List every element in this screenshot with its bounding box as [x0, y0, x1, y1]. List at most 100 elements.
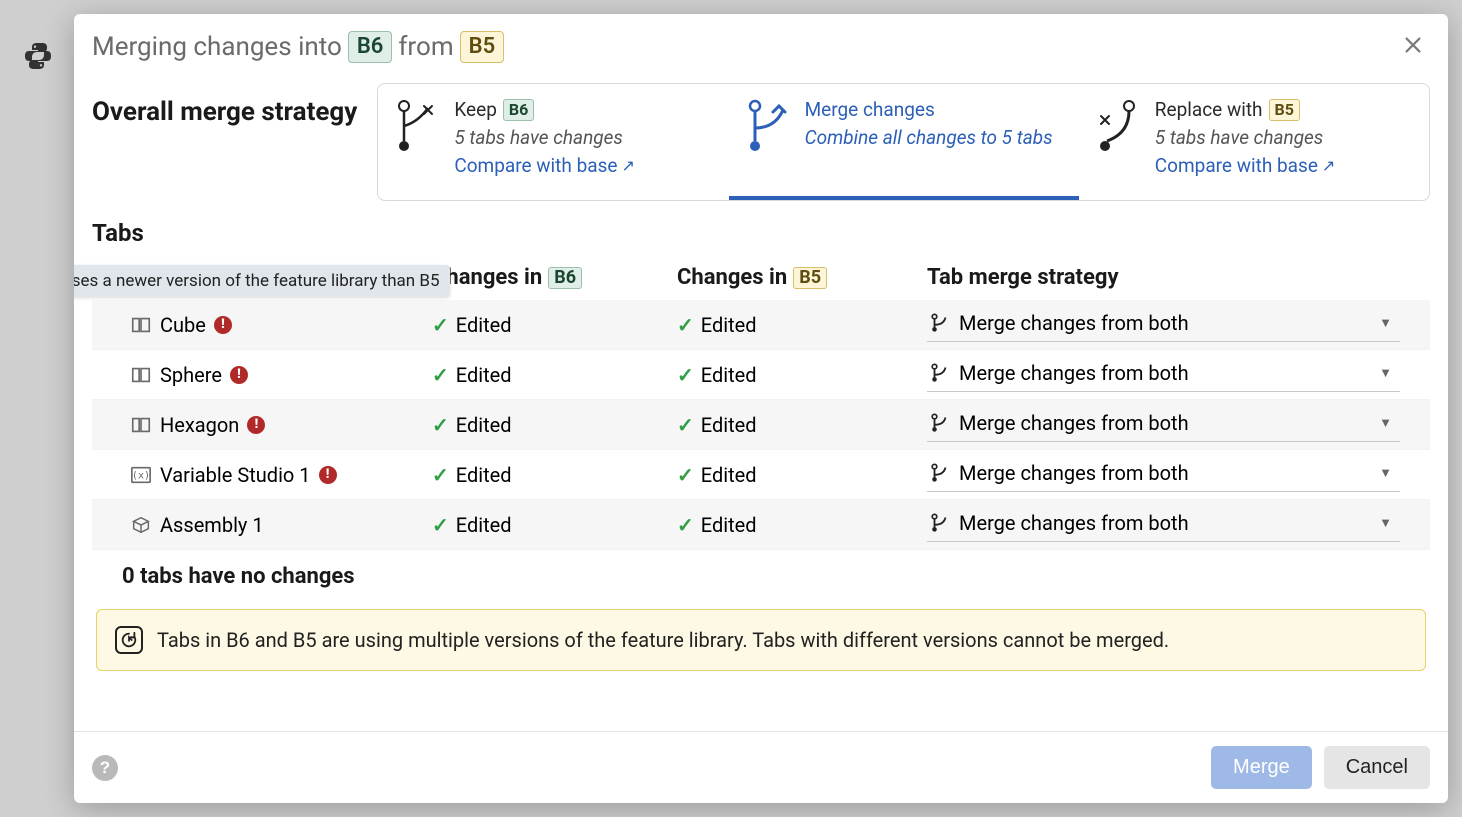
check-icon: ✓ — [432, 463, 449, 487]
tab-name: Variable Studio 1 — [160, 463, 311, 487]
check-icon: ✓ — [677, 463, 694, 487]
strategy-keep-badge: B6 — [503, 99, 534, 121]
check-icon: ✓ — [432, 313, 449, 337]
part-icon — [130, 364, 152, 386]
strategy-replace-subtitle: 5 tabs have changes — [1155, 126, 1336, 149]
change-status: Edited — [456, 363, 512, 387]
close-button[interactable] — [1396, 28, 1430, 65]
tab-strategy-select[interactable]: Merge changes from both ▼ — [927, 457, 1400, 492]
th-changes-b6: Changes in B6 — [432, 265, 677, 290]
changes-b6-cell: ✓ Edited — [432, 313, 677, 337]
help-button[interactable]: ? — [92, 755, 118, 781]
tab-name-cell: (x) Variable Studio 1 ! — [122, 463, 432, 487]
change-status: Edited — [701, 513, 757, 537]
tab-name-cell: Hexagon ! — [122, 413, 432, 437]
check-icon: ✓ — [432, 413, 449, 437]
tab-strategy-label: Merge changes from both — [959, 411, 1189, 435]
changes-b6-cell: ✓ Edited — [432, 513, 677, 537]
th-strategy: Tab merge strategy — [927, 265, 1400, 290]
tab-strategy-select[interactable]: Merge changes from both ▼ — [927, 507, 1400, 542]
overall-strategy-selector: Keep B6 5 tabs have changes Compare with… — [377, 83, 1430, 201]
tab-name: Sphere — [160, 363, 222, 387]
strategy-keep-subtitle: 5 tabs have changes — [454, 126, 635, 149]
strategy-replace-title: Replace with — [1155, 98, 1263, 121]
warning-icon: ! — [247, 416, 265, 434]
strategy-merge-subtitle: Combine all changes to 5 tabs — [805, 126, 1053, 149]
replace-icon — [1095, 98, 1141, 154]
tab-strategy-select[interactable]: Merge changes from both ▼ — [927, 307, 1400, 342]
part-icon — [130, 314, 152, 336]
tab-name: Cube — [160, 313, 206, 337]
changes-b5-cell: ✓ Edited — [677, 513, 927, 537]
change-status: Edited — [456, 513, 512, 537]
chevron-down-icon: ▼ — [1379, 365, 1392, 381]
compare-link-text: Compare with base — [1155, 154, 1318, 177]
changes-b5-cell: ✓ Edited — [677, 413, 927, 437]
tab-name-cell: Assembly 1 — [122, 513, 432, 537]
changes-b6-cell: ✓ Edited — [432, 463, 677, 487]
change-status: Edited — [456, 313, 512, 337]
tab-strategy-select[interactable]: Merge changes from both ▼ — [927, 407, 1400, 442]
tab-strategy-select[interactable]: Merge changes from both ▼ — [927, 357, 1400, 392]
svg-text:(x): (x) — [132, 470, 150, 481]
merge-branch-icon — [929, 412, 951, 434]
title-text-mid: from — [398, 32, 453, 62]
merge-branch-icon — [929, 462, 951, 484]
change-status: Edited — [456, 463, 512, 487]
strategy-merge-option[interactable]: Merge changes Combine all changes to 5 t… — [729, 84, 1079, 200]
version-warning-banner: Tabs in B6 and B5 are using multiple ver… — [96, 609, 1426, 671]
changes-b5-cell: ✓ Edited — [677, 363, 927, 387]
change-status: Edited — [701, 413, 757, 437]
compare-link-text: Compare with base — [454, 154, 617, 177]
strategy-merge-title: Merge changes — [805, 98, 935, 121]
help-icon: ? — [100, 758, 110, 778]
strategy-replace-option[interactable]: Replace with B5 5 tabs have changes Comp… — [1079, 84, 1429, 200]
changes-b6-cell: ✓ Edited — [432, 413, 677, 437]
update-icon — [115, 626, 143, 654]
chevron-down-icon: ▼ — [1379, 415, 1392, 431]
python-icon — [22, 40, 54, 72]
check-icon: ✓ — [432, 363, 449, 387]
strategy-replace-compare-link[interactable]: Compare with base ↗ — [1155, 154, 1336, 177]
merge-branch-icon — [929, 512, 951, 534]
strategy-keep-option[interactable]: Keep B6 5 tabs have changes Compare with… — [378, 84, 728, 200]
changes-b6-cell: ✓ Edited — [432, 363, 677, 387]
assembly-icon — [130, 514, 152, 536]
tab-strategy-label: Merge changes from both — [959, 461, 1189, 485]
banner-text: Tabs in B6 and B5 are using multiple ver… — [157, 628, 1169, 652]
strategy-section-label: Overall merge strategy — [92, 83, 357, 127]
changes-b5-cell: ✓ Edited — [677, 463, 927, 487]
tab-name: Hexagon — [160, 413, 239, 437]
version-tooltip: B6 uses a newer version of the feature l… — [74, 265, 450, 297]
no-changes-summary: 0 tabs have no changes — [92, 550, 1430, 593]
merge-dialog: Merging changes into B6 from B5 Overall … — [74, 14, 1448, 803]
tabs-table: B6 uses a newer version of the feature l… — [92, 255, 1430, 593]
tab-strategy-label: Merge changes from both — [959, 361, 1189, 385]
merge-button[interactable]: Merge — [1211, 746, 1312, 789]
th-changes-b5: Changes in B5 — [677, 265, 927, 290]
th-b6-badge: B6 — [548, 267, 582, 289]
change-status: Edited — [456, 413, 512, 437]
strategy-keep-title: Keep — [454, 98, 497, 121]
external-link-icon: ↗ — [1322, 156, 1335, 175]
warning-icon: ! — [230, 366, 248, 384]
cancel-button[interactable]: Cancel — [1324, 746, 1430, 789]
chevron-down-icon: ▼ — [1379, 465, 1392, 481]
tab-name: Assembly 1 — [160, 513, 264, 537]
table-row: Assembly 1 ✓ Edited ✓ Edited Merge chang… — [92, 500, 1430, 550]
external-link-icon: ↗ — [621, 156, 634, 175]
tab-name-cell: Cube ! — [122, 313, 432, 337]
warning-icon: ! — [319, 466, 337, 484]
part-icon — [130, 414, 152, 436]
dialog-body: Overall merge strategy Keep B6 — [74, 83, 1448, 731]
change-status: Edited — [701, 463, 757, 487]
check-icon: ✓ — [677, 363, 694, 387]
merge-branch-icon — [929, 362, 951, 384]
title-text-pre: Merging changes into — [92, 32, 342, 62]
tab-name-cell: Sphere ! — [122, 363, 432, 387]
merge-branch-icon — [929, 312, 951, 334]
strategy-keep-compare-link[interactable]: Compare with base ↗ — [454, 154, 635, 177]
table-row: (x) Variable Studio 1 ! ✓ Edited ✓ Edite… — [92, 450, 1430, 500]
dialog-header: Merging changes into B6 from B5 — [74, 14, 1448, 83]
th-changes-label: Changes in — [677, 265, 787, 290]
